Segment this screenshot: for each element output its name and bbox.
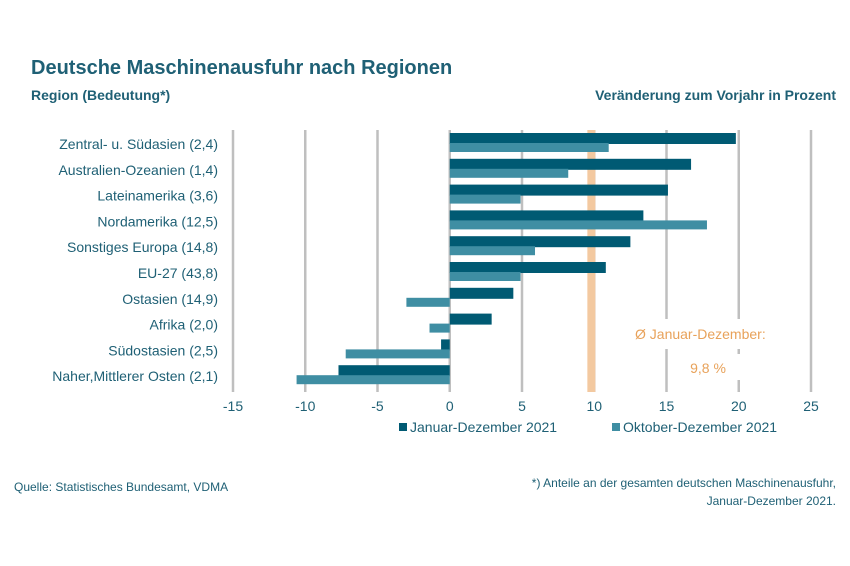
chart-subtitle-region: Region (Bedeutung*) <box>31 87 171 103</box>
bar-series-2 <box>449 143 609 152</box>
bar-series-2 <box>449 168 569 178</box>
bar-series-1 <box>449 262 606 273</box>
x-tick-label: -10 <box>295 398 315 414</box>
bar-series-1 <box>449 236 631 248</box>
source-note: Quelle: Statistisches Bundesamt, VDMA <box>14 480 229 494</box>
bar-series-1 <box>449 184 668 196</box>
footnote: *) Anteile an der gesamten deutschen Mas… <box>532 474 836 510</box>
x-tick-label: 25 <box>803 398 819 414</box>
bar-series-2 <box>449 272 521 281</box>
chart-title: Deutsche Maschinenausfuhr nach Regionen <box>31 57 453 79</box>
category-label: Sonstiges Europa (14,8) <box>67 239 218 255</box>
bar-series-2 <box>449 220 707 230</box>
category-label: Naher,Mittlerer Osten (2,1) <box>52 368 218 384</box>
bar-series-2 <box>406 297 450 307</box>
category-label: Südostasien (2,5) <box>108 342 218 358</box>
average-value-bg <box>676 354 740 380</box>
bar-series-2 <box>449 246 536 256</box>
x-tick-label: -15 <box>223 398 243 414</box>
category-label: Australien-Ozeanien (1,4) <box>58 162 218 178</box>
bar-series-1 <box>441 339 450 351</box>
chart-subtitle-unit: Veränderung zum Vorjahr in Prozent <box>595 87 836 103</box>
footnote-line-1: *) Anteile an der gesamten deutschen Mas… <box>531 476 836 490</box>
average-value-label: 9,8 % <box>690 360 726 376</box>
footnote-line-2: Januar-Dezember 2021. <box>706 494 836 508</box>
bar-series-1 <box>449 158 692 170</box>
bar-series-2 <box>296 375 450 385</box>
x-tick-label: 20 <box>731 398 747 414</box>
x-tick-label: 10 <box>586 398 602 414</box>
bar-series-1 <box>449 313 492 325</box>
bar-series-2 <box>449 194 521 204</box>
average-line <box>587 130 596 392</box>
bar-series-2 <box>429 323 450 333</box>
x-tick-label: 15 <box>659 398 675 414</box>
bar-series-1 <box>449 133 736 144</box>
bar-series-1 <box>449 287 514 299</box>
average-label: Ø Januar-Dezember: <box>635 326 766 342</box>
category-label: Afrika (2,0) <box>150 317 218 333</box>
legend-swatch-series-1 <box>399 423 407 431</box>
average-label-bg <box>628 319 788 349</box>
category-label: Lateinamerika (3,6) <box>97 188 218 204</box>
bar-series-2 <box>345 349 450 359</box>
category-label: Nordamerika (12,5) <box>97 213 218 229</box>
bar-series-1 <box>449 210 644 222</box>
legend-swatch-series-2 <box>612 423 620 431</box>
x-tick-label: -5 <box>371 398 384 414</box>
x-tick-label: 0 <box>446 398 454 414</box>
x-tick-label: 5 <box>518 398 526 414</box>
category-label: Ostasien (14,9) <box>122 291 218 307</box>
legend-label-series-1: Januar-Dezember 2021 <box>410 419 557 435</box>
bar-series-1 <box>338 365 450 377</box>
category-label: EU-27 (43,8) <box>138 265 218 281</box>
legend-label-series-2: Oktober-Dezember 2021 <box>623 419 777 435</box>
category-label: Zentral- u. Südasien (2,4) <box>59 136 218 152</box>
